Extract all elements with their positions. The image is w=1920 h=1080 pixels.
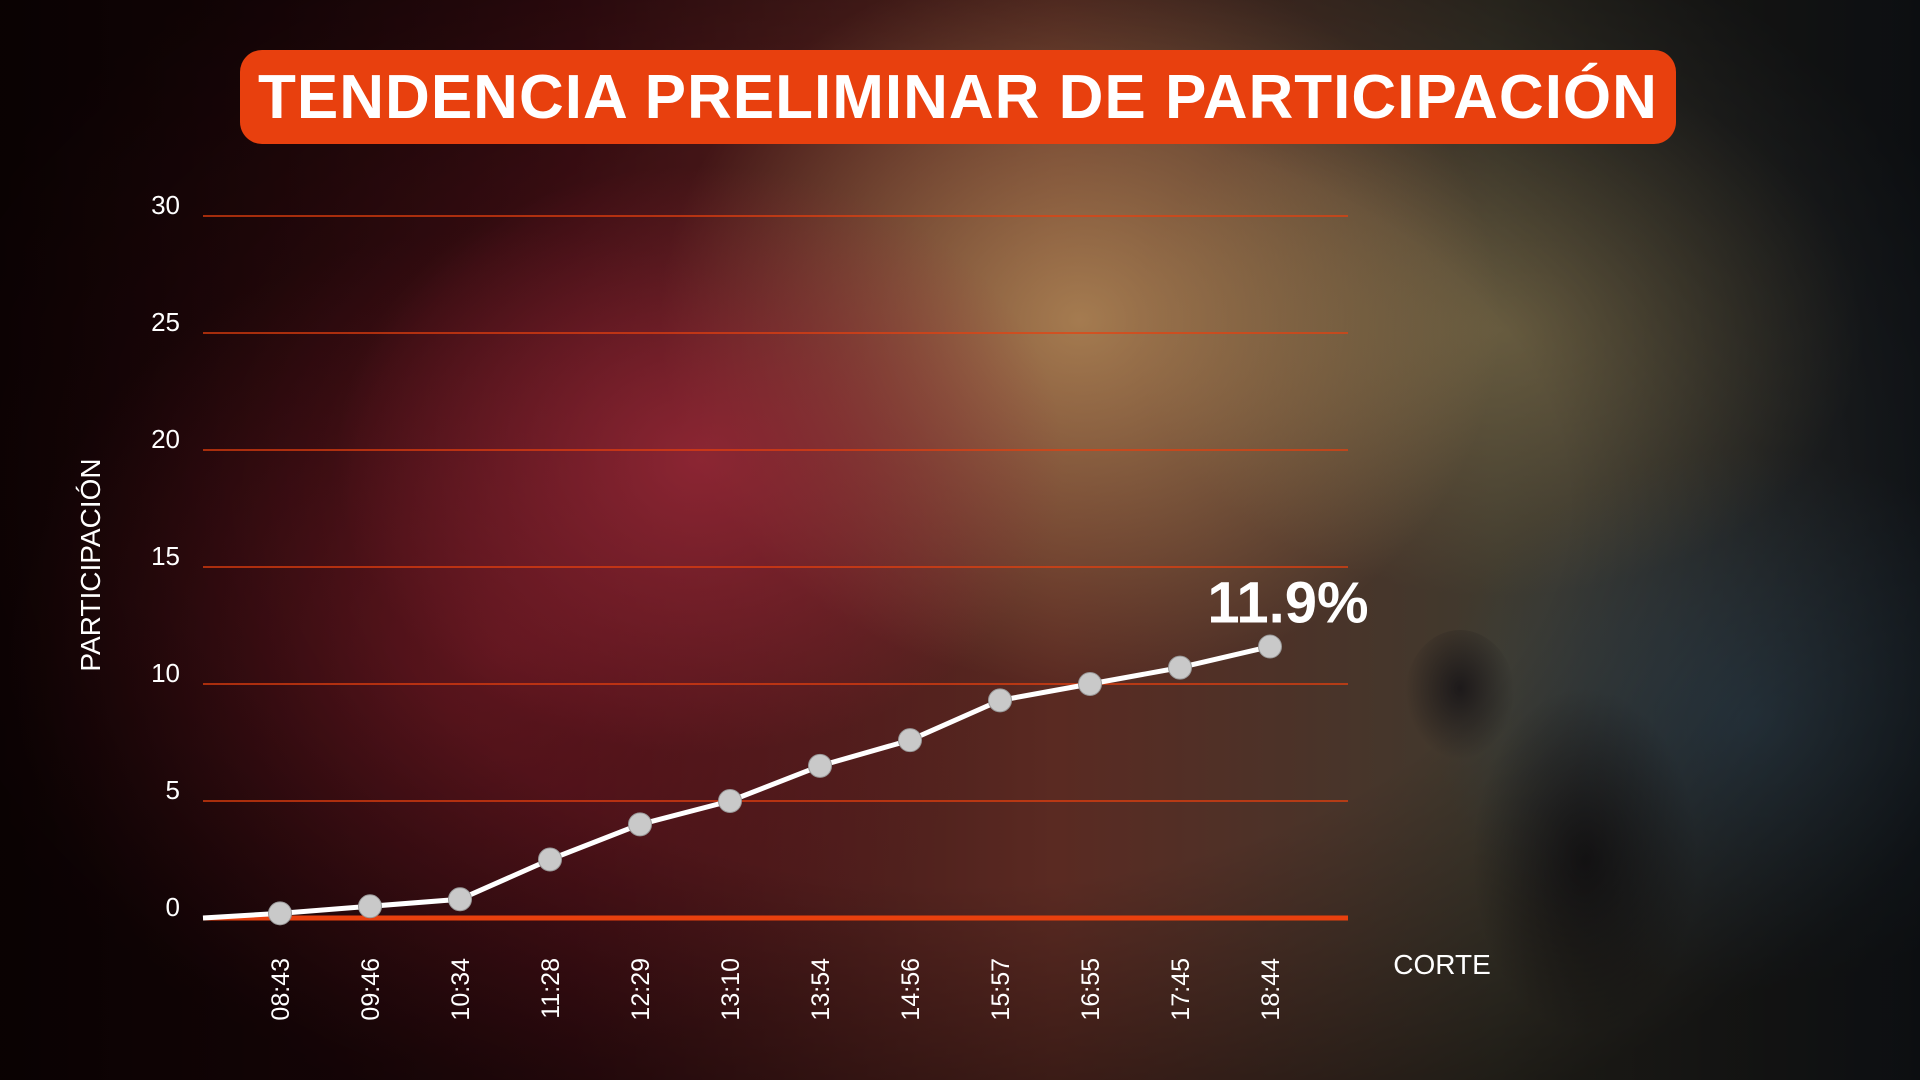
x-tick-label: 13:10	[717, 958, 745, 1021]
x-tick-label: 11:28	[537, 958, 565, 1019]
data-point	[358, 894, 382, 919]
data-point	[1078, 672, 1102, 696]
x-axis-ticks: 08:43 09:46 10:34 11:28 12:29 13:10 13:54 14:56…	[267, 958, 1285, 1021]
grid-lines	[203, 215, 1348, 802]
x-tick-label: 14:56	[897, 958, 925, 1021]
x-tick-label: 15:57	[987, 958, 1015, 1021]
data-point	[628, 812, 652, 837]
x-tick-label: 09:46	[357, 958, 385, 1021]
final-value-callout: 11.9%	[1207, 571, 1368, 636]
data-point	[718, 789, 742, 813]
data-point	[1258, 634, 1282, 659]
data-point	[1168, 655, 1192, 680]
y-axis-ticks: 0 5 10 15 20 25 30	[151, 190, 180, 922]
x-tick-label: 17:45	[1167, 958, 1195, 1021]
x-tick-label: 18:44	[1257, 958, 1285, 1021]
data-point	[988, 688, 1012, 713]
x-axis-label: CORTE	[1393, 949, 1491, 980]
data-point	[538, 847, 562, 872]
y-axis-label: PARTICIPACIÓN	[75, 458, 106, 671]
y-tick-label: 15	[151, 541, 180, 571]
title-banner: TENDENCIA PRELIMINAR DE PARTICIPACIÓN	[240, 50, 1676, 144]
y-tick-label: 0	[166, 892, 180, 922]
x-tick-label: 08:43	[267, 958, 295, 1021]
y-tick-label: 5	[166, 775, 180, 805]
y-tick-label: 10	[151, 658, 180, 688]
data-point	[898, 728, 922, 753]
y-tick-label: 25	[151, 307, 180, 337]
x-tick-label: 12:29	[627, 958, 655, 1021]
chart-title: TENDENCIA PRELIMINAR DE PARTICIPACIÓN	[258, 62, 1658, 132]
data-point	[268, 901, 292, 926]
x-tick-label: 10:34	[447, 958, 475, 1021]
y-tick-label: 30	[151, 190, 180, 220]
x-tick-label: 13:54	[807, 958, 835, 1021]
series-line	[202, 644, 1271, 921]
series-markers	[268, 634, 1282, 926]
data-point	[808, 753, 832, 778]
data-point	[448, 887, 472, 912]
x-tick-label: 16:55	[1077, 958, 1105, 1021]
y-tick-label: 20	[151, 424, 180, 454]
